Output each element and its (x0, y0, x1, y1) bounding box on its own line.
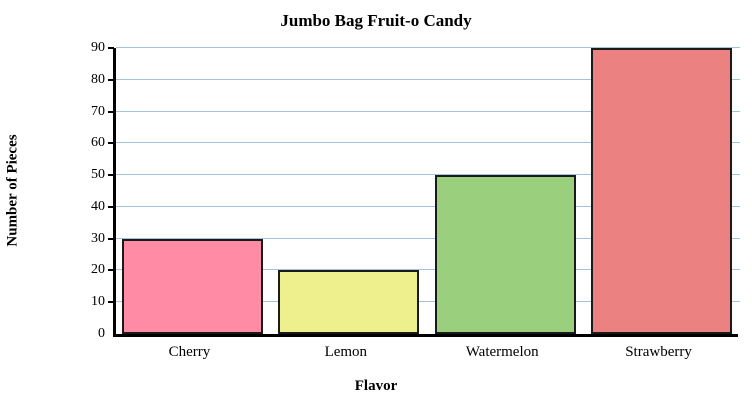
x-axis-title: Flavor (354, 378, 398, 394)
y-tick-label-10: 10 (91, 294, 105, 310)
y-axis-title: Number of Pieces (4, 134, 21, 247)
plot-area: 0 10 20 30 40 50 60 70 80 90 (91, 40, 740, 341)
x-tick-label-lemon: Lemon (324, 344, 368, 360)
y-tick-mark-50 (108, 174, 114, 177)
y-tick-mark-10 (108, 301, 114, 304)
y-tick-mark-60 (108, 142, 114, 145)
y-tick-mark-40 (108, 205, 114, 208)
x-tick-label-cherry: Cherry (168, 344, 211, 360)
y-tick-mark-80 (108, 78, 114, 81)
bar-strawberry (591, 48, 732, 334)
y-tick-mark-90 (108, 47, 114, 49)
chart-title: Jumbo Bag Fruit-o Candy (280, 11, 472, 30)
bar-lemon (278, 270, 420, 334)
y-tick-label-20: 20 (91, 262, 105, 278)
y-tick-label-60: 60 (91, 135, 105, 151)
bar-cherry (122, 238, 263, 334)
y-tick-label-70: 70 (91, 103, 105, 119)
y-tick-label-50: 50 (91, 167, 105, 183)
y-tick-mark-20 (108, 269, 114, 272)
bar-watermelon (434, 175, 576, 334)
x-tick-label-strawberry: Strawberry (625, 344, 692, 360)
bars (116, 48, 738, 334)
y-tick-label-40: 40 (91, 198, 105, 214)
y-tick-mark-70 (108, 110, 114, 113)
y-tick-label-90: 90 (91, 40, 105, 55)
y-tick-label-80: 80 (91, 71, 105, 87)
y-tick-mark-30 (108, 237, 114, 240)
y-tick-label-0: 0 (98, 326, 105, 341)
x-axis-labels: Cherry Lemon Watermelon Strawberry (113, 344, 735, 361)
x-tick-label-watermelon: Watermelon (465, 344, 539, 360)
y-tick-label-30: 30 (91, 230, 105, 246)
